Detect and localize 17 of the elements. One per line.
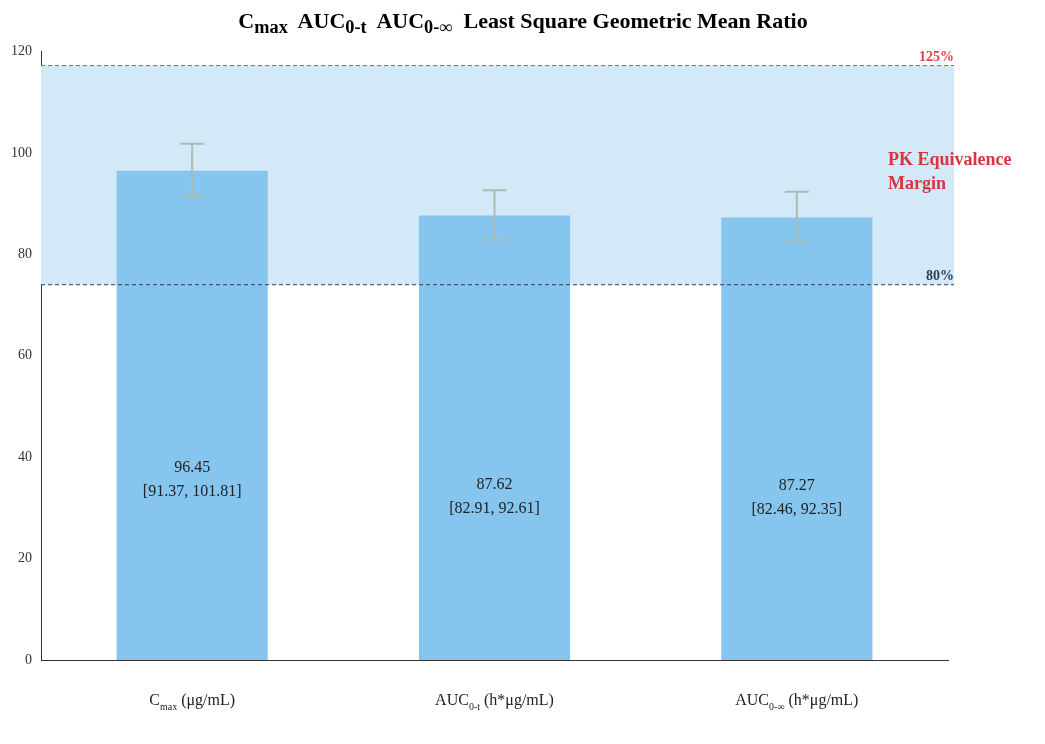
annotation: 125% <box>919 48 954 64</box>
bar <box>418 216 571 661</box>
data-label: 87.27 [82.46, 92.35] <box>751 476 843 518</box>
y-tick-label: 40 <box>18 449 32 465</box>
y-tick-label: 20 <box>18 550 32 566</box>
y-tick-label: 0 <box>25 652 32 668</box>
band-label: PK Equivalence Margin <box>888 149 1012 194</box>
annotation: 80% <box>926 268 954 284</box>
y-tick-label: 120 <box>11 43 32 59</box>
data-label: 87.62 [82.91, 92.61] <box>449 475 540 517</box>
bar <box>721 217 873 661</box>
data-label: 96.45 [91.37, 101.81] <box>142 458 242 500</box>
y-tick-label: 80 <box>18 246 32 262</box>
chart-title: C$_{max}$ AUC$_{0-t}$ AUC$_{0-∞}$ Least Square Geometric Mean Ratio <box>237 8 809 39</box>
y-tick-label: 60 <box>18 347 32 363</box>
y-tick-label: 100 <box>11 144 32 160</box>
bar <box>116 171 268 661</box>
